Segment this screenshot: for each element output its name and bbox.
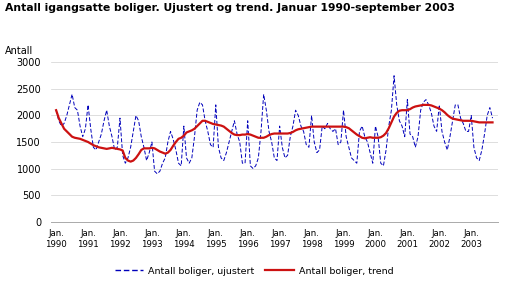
Antall boliger, ujustert [215, 146, 221, 149]
Antall boliger, trend [215, 123, 221, 127]
Antall boliger, ujustert [104, 108, 110, 112]
Antall boliger, ujustert [53, 108, 59, 112]
Antall boliger, trend [490, 121, 496, 124]
Antall boliger, ujustert [396, 119, 402, 122]
Antall boliger, ujustert [391, 74, 397, 78]
Antall boliger, trend [96, 146, 102, 149]
Antall boliger, trend [128, 160, 134, 163]
Antall boliger, trend [53, 108, 59, 112]
Line: Antall boliger, trend: Antall boliger, trend [56, 105, 493, 162]
Antall boliger, ujustert [96, 140, 102, 144]
Antall boliger, ujustert [351, 159, 357, 162]
Antall boliger, trend [67, 132, 73, 136]
Antall boliger, ujustert [67, 103, 73, 106]
Antall boliger, ujustert [490, 116, 496, 120]
Legend: Antall boliger, ujustert, Antall boliger, trend: Antall boliger, ujustert, Antall boliger… [111, 263, 397, 279]
Antall boliger, trend [351, 131, 357, 134]
Antall boliger, trend [394, 111, 400, 114]
Line: Antall boliger, ujustert: Antall boliger, ujustert [56, 76, 493, 174]
Y-axis label: Antall: Antall [6, 46, 34, 56]
Antall boliger, trend [420, 103, 426, 106]
Antall boliger, ujustert [154, 172, 161, 176]
Text: Antall igangsatte boliger. Ujustert og trend. Januar 1990-september 2003: Antall igangsatte boliger. Ujustert og t… [5, 3, 455, 13]
Antall boliger, trend [104, 147, 110, 151]
